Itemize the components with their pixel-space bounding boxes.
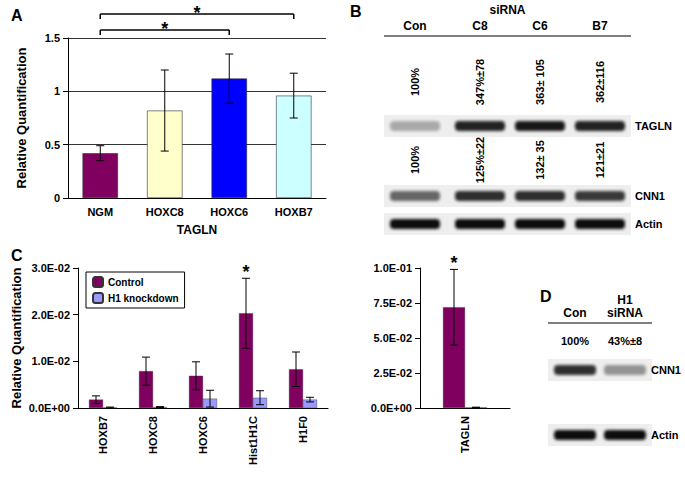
- svg-text:H1 knockdown: H1 knockdown: [108, 293, 179, 304]
- svg-text:B: B: [350, 3, 362, 20]
- svg-text:1: 1: [54, 85, 60, 97]
- svg-text:Actin: Actin: [635, 218, 663, 230]
- svg-text:A: A: [11, 7, 23, 24]
- svg-text:C6: C6: [532, 19, 548, 33]
- svg-text:43%±8: 43%±8: [608, 335, 642, 347]
- svg-text:TAGLN: TAGLN: [177, 223, 217, 237]
- svg-text:7.5E-02: 7.5E-02: [373, 297, 412, 309]
- svg-text:362±116: 362±116: [594, 61, 606, 103]
- svg-text:100%: 100%: [409, 146, 421, 174]
- svg-text:TAGLN: TAGLN: [459, 416, 471, 453]
- svg-text:0.5: 0.5: [45, 139, 60, 151]
- svg-text:2.0E-02: 2.0E-02: [31, 309, 70, 321]
- svg-text:B7: B7: [592, 19, 608, 33]
- svg-text:C: C: [11, 247, 23, 264]
- svg-text:*: *: [161, 19, 168, 39]
- svg-text:0.0E+00: 0.0E+00: [371, 402, 412, 414]
- svg-text:siRNA: siRNA: [607, 306, 643, 320]
- svg-text:5.0E-02: 5.0E-02: [373, 332, 412, 344]
- svg-text:1.5: 1.5: [45, 32, 60, 44]
- svg-text:0.0E+00: 0.0E+00: [29, 402, 70, 414]
- svg-text:siRNA: siRNA: [489, 3, 525, 17]
- svg-text:Actin: Actin: [651, 429, 679, 441]
- svg-text:Hist1H1C: Hist1H1C: [247, 416, 259, 465]
- svg-text:125%±22: 125%±22: [474, 137, 486, 183]
- svg-text:HOXC8: HOXC8: [147, 416, 159, 454]
- svg-text:HOXC6: HOXC6: [210, 206, 248, 218]
- svg-text:H1F0: H1F0: [297, 416, 309, 443]
- svg-text:Relative Quantification: Relative Quantification: [9, 268, 24, 409]
- svg-text:H1: H1: [617, 293, 633, 307]
- svg-text:2.5E-02: 2.5E-02: [373, 367, 412, 379]
- svg-text:CNN1: CNN1: [635, 190, 665, 202]
- svg-text:D: D: [540, 288, 552, 305]
- svg-text:132± 35: 132± 35: [534, 140, 546, 180]
- svg-text:Con: Con: [563, 306, 586, 320]
- svg-text:CNN1: CNN1: [651, 364, 681, 376]
- svg-text:Control: Control: [108, 277, 144, 288]
- svg-text:Relative Quantification: Relative Quantification: [14, 48, 29, 189]
- svg-text:*: *: [193, 3, 200, 23]
- svg-text:TAGLN: TAGLN: [635, 120, 672, 132]
- svg-text:HOXC6: HOXC6: [197, 416, 209, 454]
- svg-text:HOXB7: HOXB7: [97, 416, 109, 454]
- svg-text:0: 0: [54, 192, 60, 204]
- svg-text:1.0E-01: 1.0E-01: [373, 262, 412, 274]
- svg-text:100%: 100%: [409, 68, 421, 96]
- svg-text:347%±78: 347%±78: [474, 59, 486, 105]
- svg-text:C8: C8: [472, 19, 488, 33]
- svg-text:363± 105: 363± 105: [534, 59, 546, 105]
- svg-text:HOXC8: HOXC8: [146, 206, 184, 218]
- svg-text:100%: 100%: [561, 335, 589, 347]
- svg-text:1.0E-02: 1.0E-02: [31, 355, 70, 367]
- svg-text:Con: Con: [403, 19, 426, 33]
- svg-text:121±21: 121±21: [594, 142, 606, 179]
- svg-text:3.0E-02: 3.0E-02: [31, 262, 70, 274]
- svg-text:NGM: NGM: [87, 206, 113, 218]
- svg-text:HOXB7: HOXB7: [275, 206, 313, 218]
